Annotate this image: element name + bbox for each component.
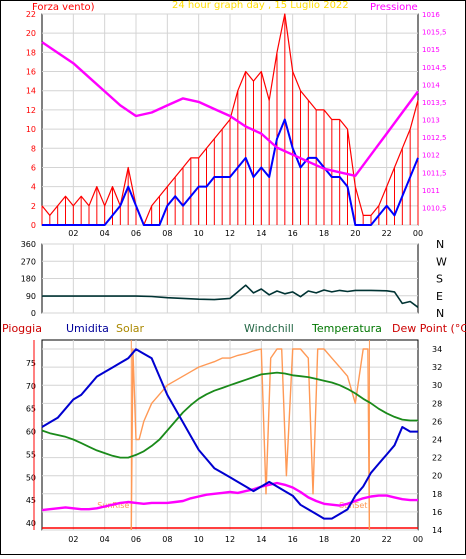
humidity-left-tick-label: 45 bbox=[26, 496, 36, 505]
wind-x-tick-label: 08 bbox=[162, 229, 172, 238]
wind-x-tick-label: 22 bbox=[382, 229, 392, 238]
pressure-right-tick-label: 1012,5 bbox=[422, 134, 447, 142]
sunset-label: SunSet bbox=[339, 501, 367, 510]
humidity-label: Umidita bbox=[66, 322, 109, 335]
wind-x-tick-label: 18 bbox=[319, 229, 329, 238]
temperature-label: Temperatura bbox=[311, 322, 382, 335]
wind-left-tick-label: 2 bbox=[31, 202, 36, 211]
humidity-x-tick-label: 16 bbox=[288, 535, 298, 544]
wind-direction-series bbox=[42, 284, 419, 308]
chart-title: 24 hour graph day , 15 Luglio 2022 bbox=[172, 0, 349, 11]
direction-left-tick-label: 0 bbox=[31, 309, 36, 318]
pressure-right-tick-label: 1012 bbox=[422, 152, 440, 160]
wind-pressure-chart: 02468101214161820221010,510111011,510121… bbox=[26, 10, 447, 238]
wind-x-tick-label: 02 bbox=[68, 229, 78, 238]
humidity-x-tick-label: 04 bbox=[100, 535, 110, 544]
humidity-temperature-chart: 14 16 18 20 22 24 26 28 30 32 34 40 45 50 55 60 65 70 75 02… bbox=[26, 339, 442, 544]
humidity-x-tick-label: 20 bbox=[350, 535, 360, 544]
humidity-x-tick-label: 12 bbox=[225, 535, 235, 544]
direction-right-tick-label: W bbox=[436, 255, 447, 268]
wind-left-tick-label: 22 bbox=[26, 10, 36, 19]
wind-left-tick-label: 14 bbox=[26, 87, 36, 96]
direction-right-tick-label: N bbox=[436, 238, 444, 251]
rain-label: Pioggia bbox=[2, 322, 42, 335]
humidity-left-tick-label: 50 bbox=[26, 473, 36, 482]
pressure-right-tick-label: 1016 bbox=[422, 11, 440, 19]
humidity-x-tick-label: 14 bbox=[256, 535, 266, 544]
pressure-label: Pressione bbox=[370, 2, 418, 13]
pressure-right-tick-label: 1011 bbox=[422, 187, 440, 195]
humidity-x-tick-label: 02 bbox=[68, 535, 78, 544]
wind-x-tick-label: 14 bbox=[256, 229, 266, 238]
dew-point-label: Dew Point (°C) bbox=[392, 322, 466, 335]
wind-left-tick-label: 20 bbox=[26, 29, 36, 38]
pressure-right-tick-label: 1014,5 bbox=[422, 64, 447, 72]
humidity-x-tick-label: 18 bbox=[319, 535, 329, 544]
wind-x-tick-label: 20 bbox=[350, 229, 360, 238]
wind-x-tick-label: 16 bbox=[288, 229, 298, 238]
wind-left-tick-label: 18 bbox=[26, 48, 36, 57]
humidity-x-tick-label: 00 bbox=[413, 535, 423, 544]
pressure-right-tick-label: 1015 bbox=[422, 46, 440, 54]
temperature-right-tick-label: 26 bbox=[432, 417, 442, 426]
pressure-right-tick-label: 1014 bbox=[422, 81, 440, 89]
temperature-series bbox=[41, 371, 418, 459]
humidity-left-tick-label: 65 bbox=[26, 405, 36, 414]
humidity-left-tick-label: 60 bbox=[26, 428, 36, 437]
wind-left-tick-label: 0 bbox=[31, 221, 36, 230]
direction-left-tick-label: 270 bbox=[21, 257, 36, 266]
humidity-left-tick-label: 55 bbox=[26, 450, 36, 459]
humidity-x-tick-label: 06 bbox=[131, 535, 141, 544]
humidity-series bbox=[41, 348, 418, 520]
temperature-right-tick-label: 24 bbox=[432, 436, 442, 445]
pressure-series bbox=[41, 41, 419, 178]
humidity-left-tick-label: 40 bbox=[26, 519, 36, 528]
wind-left-tick-label: 6 bbox=[31, 163, 36, 172]
dew-point-series bbox=[41, 481, 418, 512]
temperature-right-tick-label: 22 bbox=[432, 454, 442, 463]
direction-left-tick-label: 90 bbox=[26, 292, 36, 301]
wind-x-tick-label: 12 bbox=[225, 229, 235, 238]
wind-x-tick-label: 10 bbox=[194, 229, 204, 238]
temperature-right-tick-label: 14 bbox=[432, 526, 442, 535]
wind-force-label: Forza vento) bbox=[32, 2, 95, 13]
pressure-right-tick-label: 1013,5 bbox=[422, 99, 447, 107]
wind-x-tick-label: 06 bbox=[131, 229, 141, 238]
wind-average-series bbox=[42, 118, 419, 226]
humidity-x-tick-label: 22 bbox=[382, 535, 392, 544]
wind-left-tick-label: 10 bbox=[26, 125, 36, 134]
wind-left-tick-label: 4 bbox=[31, 183, 36, 192]
pressure-right-tick-label: 1013 bbox=[422, 117, 440, 125]
direction-right-tick-label: N bbox=[436, 307, 444, 320]
wind-left-tick-label: 16 bbox=[26, 68, 36, 77]
wind-x-tick-label: 00 bbox=[413, 229, 423, 238]
humidity-left-tick-label: 75 bbox=[26, 359, 36, 368]
wind-left-tick-label: 8 bbox=[31, 144, 36, 153]
pressure-right-tick-label: 1015,5 bbox=[422, 29, 447, 37]
humidity-x-tick-label: 10 bbox=[194, 535, 204, 544]
temperature-right-tick-label: 18 bbox=[432, 490, 442, 499]
temperature-right-tick-label: 16 bbox=[432, 508, 442, 517]
temperature-right-tick-label: 28 bbox=[432, 399, 442, 408]
windchill-label: Windchill bbox=[244, 322, 294, 335]
wind-x-tick-label: 04 bbox=[100, 229, 110, 238]
pressure-right-tick-label: 1011,5 bbox=[422, 169, 447, 177]
wind-left-tick-label: 12 bbox=[26, 106, 36, 115]
solar-series bbox=[130, 348, 371, 531]
direction-right-tick-label: S bbox=[436, 273, 443, 286]
pressure-right-tick-label: 1010,5 bbox=[422, 204, 447, 212]
direction-left-tick-label: 360 bbox=[21, 240, 36, 249]
humidity-left-tick-label: 70 bbox=[26, 382, 36, 391]
humidity-x-tick-label: 08 bbox=[162, 535, 172, 544]
direction-right-tick-label: E bbox=[436, 290, 443, 303]
temperature-right-tick-label: 20 bbox=[432, 472, 442, 481]
temperature-right-tick-label: 34 bbox=[432, 345, 442, 354]
solar-label: Solar bbox=[116, 322, 145, 335]
temperature-right-tick-label: 32 bbox=[432, 363, 442, 372]
temperature-right-tick-label: 30 bbox=[432, 381, 442, 390]
direction-left-tick-label: 180 bbox=[21, 275, 36, 284]
